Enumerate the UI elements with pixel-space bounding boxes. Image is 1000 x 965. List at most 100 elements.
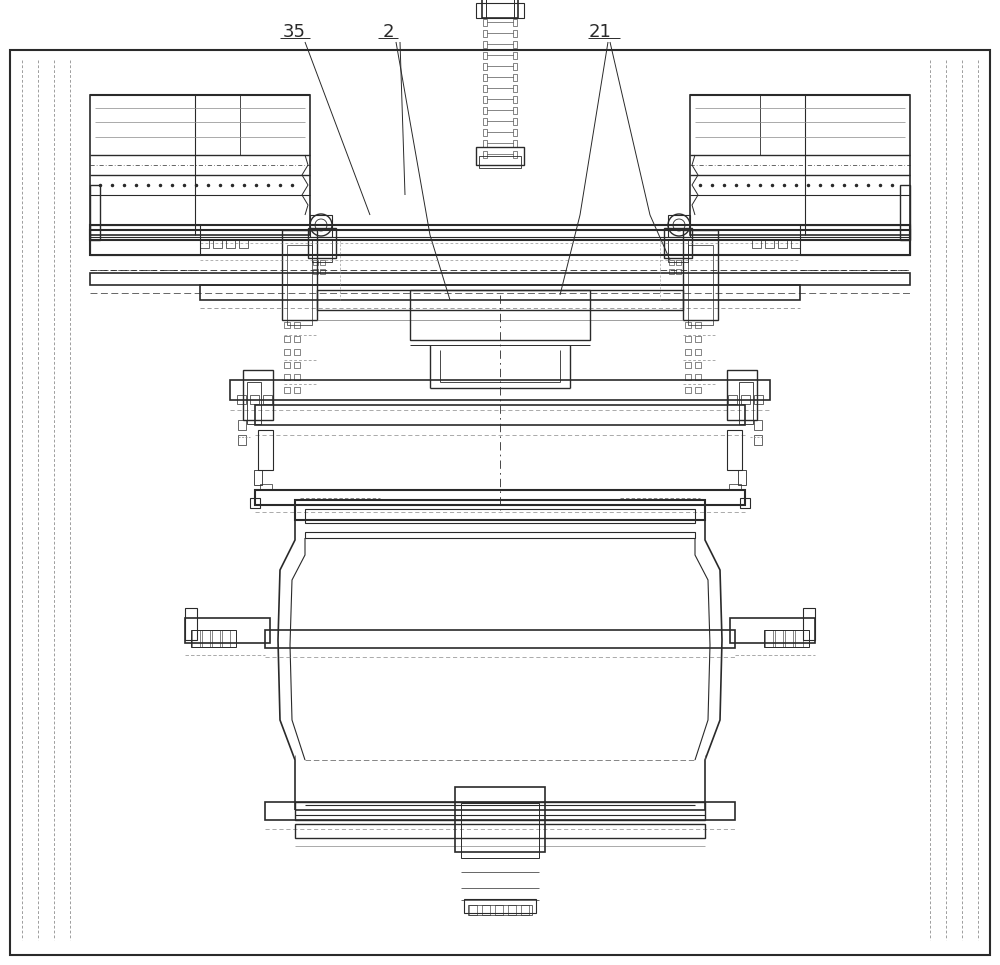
Bar bbox=[765, 630, 773, 647]
Bar bbox=[727, 370, 757, 420]
Bar bbox=[664, 228, 692, 258]
Bar bbox=[320, 260, 325, 265]
Bar bbox=[513, 107, 517, 114]
Bar bbox=[265, 630, 735, 648]
Bar bbox=[791, 240, 800, 248]
Bar bbox=[308, 228, 336, 258]
Bar bbox=[464, 899, 536, 913]
Bar bbox=[284, 349, 290, 355]
Bar bbox=[676, 269, 681, 274]
Bar bbox=[317, 290, 683, 310]
Bar bbox=[685, 336, 691, 342]
Bar bbox=[482, 0, 518, 18]
Bar bbox=[185, 618, 270, 643]
Bar bbox=[685, 349, 691, 355]
Bar bbox=[685, 322, 691, 328]
Bar bbox=[282, 230, 317, 320]
Bar bbox=[90, 225, 200, 255]
Bar bbox=[313, 269, 318, 274]
Bar bbox=[250, 395, 259, 404]
Bar bbox=[685, 374, 691, 380]
Bar bbox=[741, 395, 750, 404]
Bar bbox=[513, 140, 517, 147]
Bar bbox=[483, 129, 487, 136]
Bar bbox=[200, 285, 800, 300]
Bar bbox=[294, 387, 300, 393]
Bar bbox=[192, 630, 200, 647]
Bar bbox=[729, 484, 741, 490]
Bar bbox=[191, 630, 236, 647]
Bar bbox=[90, 95, 310, 235]
Bar bbox=[284, 322, 290, 328]
Bar bbox=[683, 230, 718, 320]
Bar bbox=[294, 322, 300, 328]
Bar bbox=[455, 787, 545, 852]
Bar bbox=[90, 225, 910, 255]
Bar bbox=[483, 96, 487, 103]
Bar bbox=[765, 240, 774, 248]
Bar bbox=[243, 370, 273, 420]
Bar bbox=[803, 608, 815, 640]
Bar bbox=[226, 240, 235, 248]
Bar bbox=[483, 151, 487, 158]
Bar bbox=[284, 387, 290, 393]
Bar bbox=[695, 387, 701, 393]
Text: 21: 21 bbox=[589, 23, 611, 41]
Bar bbox=[685, 387, 691, 393]
Bar bbox=[668, 215, 690, 237]
Bar bbox=[513, 30, 517, 37]
Bar bbox=[695, 349, 701, 355]
Bar bbox=[284, 374, 290, 380]
Bar bbox=[778, 240, 787, 248]
Bar bbox=[312, 240, 332, 262]
Bar bbox=[213, 240, 222, 248]
Bar bbox=[513, 52, 517, 59]
Bar bbox=[483, 74, 487, 81]
Bar bbox=[900, 185, 910, 240]
Bar bbox=[265, 802, 735, 820]
Bar bbox=[495, 905, 503, 915]
Bar bbox=[469, 905, 477, 915]
Bar bbox=[238, 435, 246, 445]
Bar bbox=[513, 151, 517, 158]
Bar bbox=[230, 380, 770, 400]
Bar bbox=[250, 498, 260, 508]
Bar bbox=[728, 395, 737, 404]
Bar bbox=[513, 129, 517, 136]
Bar bbox=[255, 490, 745, 505]
Bar bbox=[255, 405, 745, 425]
Bar bbox=[410, 290, 590, 340]
Bar bbox=[258, 430, 273, 470]
Bar bbox=[476, 3, 524, 18]
Bar bbox=[754, 395, 763, 404]
Bar bbox=[90, 230, 910, 240]
Bar bbox=[483, 41, 487, 48]
Bar bbox=[739, 382, 753, 424]
Bar bbox=[727, 430, 742, 470]
Bar bbox=[483, 30, 487, 37]
Bar bbox=[90, 185, 100, 240]
Bar bbox=[752, 240, 761, 248]
Bar bbox=[513, 96, 517, 103]
Bar bbox=[513, 19, 517, 26]
Bar bbox=[185, 608, 197, 640]
Bar bbox=[305, 509, 695, 523]
Bar bbox=[294, 336, 300, 342]
Bar bbox=[513, 85, 517, 92]
Bar bbox=[695, 362, 701, 368]
Bar bbox=[202, 630, 210, 647]
Bar bbox=[668, 240, 688, 262]
Bar bbox=[754, 435, 762, 445]
Bar bbox=[521, 905, 529, 915]
Bar bbox=[479, 156, 521, 168]
Bar bbox=[461, 803, 539, 858]
Bar bbox=[295, 802, 705, 820]
Bar bbox=[764, 630, 809, 647]
Bar bbox=[669, 269, 674, 274]
Bar bbox=[239, 240, 248, 248]
Bar bbox=[795, 630, 803, 647]
Bar bbox=[513, 63, 517, 70]
Bar bbox=[254, 470, 262, 485]
Text: 35: 35 bbox=[283, 23, 306, 41]
Bar bbox=[775, 630, 783, 647]
